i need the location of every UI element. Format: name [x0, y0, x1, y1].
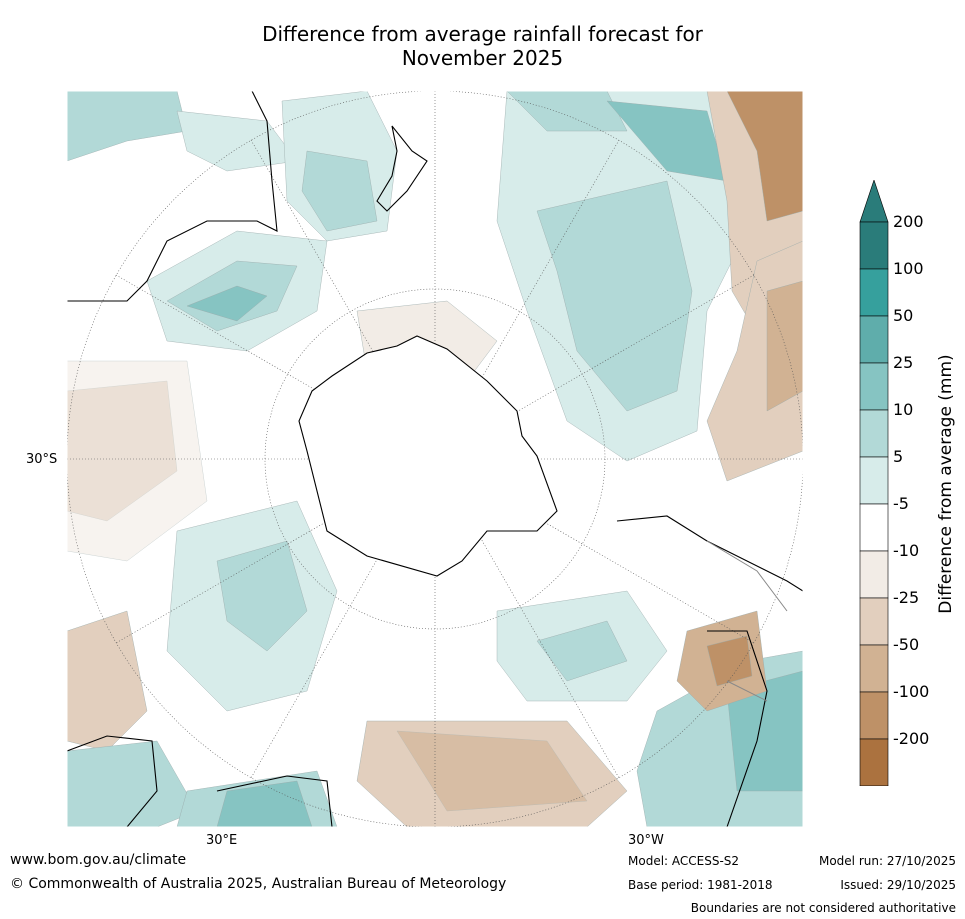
colorbar-bin [859, 738, 889, 786]
coastlines [67, 91, 803, 827]
colorbar-extend-high [859, 180, 889, 223]
dry-region [706, 635, 753, 687]
south-america-outline [707, 630, 768, 827]
south-america-tip-outline [616, 515, 803, 592]
model-run-text: Model run: 27/10/2025 [818, 854, 956, 868]
madagascar-africa-outline [216, 775, 333, 827]
africa-outline [67, 735, 158, 827]
colorbar-tick-label: -10 [893, 541, 920, 560]
country-borders [706, 540, 788, 702]
chart-title: Difference from average rainfall forecas… [0, 22, 965, 70]
border-line [706, 540, 788, 612]
colorbar-tick-label: 5 [893, 447, 904, 466]
lat-label-30s: 30°S [26, 452, 58, 467]
disclaimer-text: Boundaries are not considered authoritat… [690, 901, 956, 915]
issued-text: Issued: 29/10/2025 [840, 878, 956, 892]
colorbar-title: Difference from average (mm) [936, 354, 956, 614]
colorbar-bin [859, 221, 889, 270]
new-zealand-outline [376, 125, 428, 212]
colorbar-tick-label: 100 [893, 259, 924, 278]
wet-region [536, 620, 628, 682]
wet-region [536, 180, 693, 412]
copyright-text: © Commonwealth of Australia 2025, Austra… [10, 876, 507, 892]
model-text: Model: ACCESS-S2 [628, 854, 740, 868]
colorbar-bin [859, 362, 889, 411]
wet-region [67, 740, 198, 827]
colorbar-tick-label: 200 [893, 212, 924, 231]
dry-region [396, 730, 588, 812]
dry-region [67, 610, 148, 752]
colorbar-tick-label: -25 [893, 588, 920, 607]
website-link[interactable]: www.bom.gov.au/climate [10, 852, 187, 868]
title-line-2: November 2025 [401, 46, 564, 70]
base-period-text: Base period: 1981-2018 [628, 878, 773, 892]
colorbar-tick-label: -200 [893, 729, 930, 748]
australia-outline [67, 91, 278, 302]
wet-region [186, 285, 268, 322]
wet-region [216, 780, 313, 827]
colorbar-bin [859, 268, 889, 317]
wet-region [67, 91, 188, 162]
colorbar-bin [859, 456, 889, 505]
wet-region [301, 150, 378, 232]
wet-region [216, 540, 308, 652]
colorbar-tick-label: -100 [893, 682, 930, 701]
colorbar-tick-label: 50 [893, 306, 914, 325]
colorbar-bin [859, 503, 889, 552]
colorbar-bin [859, 315, 889, 364]
colorbar-tick-label: 25 [893, 353, 914, 372]
colorbar-bin [859, 691, 889, 740]
title-line-1: Difference from average rainfall forecas… [262, 22, 703, 46]
colorbar-tick-label: -50 [893, 635, 920, 654]
colorbar-bin [859, 644, 889, 693]
colorbar [859, 180, 889, 786]
wet-region [726, 670, 803, 792]
colorbar-bin [859, 550, 889, 599]
colorbar-bin [859, 597, 889, 646]
colorbar-tick-label: -5 [893, 494, 909, 513]
wet-region [506, 91, 628, 132]
colorbar-bin [859, 409, 889, 458]
lon-label-30e: 30°E [206, 833, 238, 848]
dry-region [67, 360, 208, 562]
lon-label-30w: 30°W [628, 833, 664, 848]
border-line [726, 680, 768, 702]
antarctica-outline [298, 335, 558, 577]
dry-region [726, 91, 803, 222]
rainfall-anomaly-map [67, 91, 803, 827]
colorbar-tick-label: 10 [893, 400, 914, 419]
